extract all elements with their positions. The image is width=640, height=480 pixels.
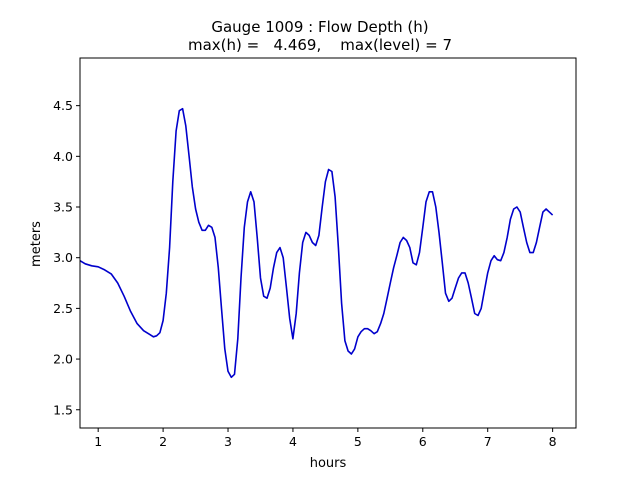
plot-frame xyxy=(79,57,577,429)
x-axis-ticks: 1 2 3 4 5 6 7 8 xyxy=(94,428,557,449)
y-axis-ticks: 1.5 2.0 2.5 3.0 3.5 4.0 4.5 xyxy=(53,98,80,417)
plot-area xyxy=(79,107,554,379)
x-tick-label: 3 xyxy=(224,434,232,449)
x-tick-label: 2 xyxy=(159,434,167,449)
x-axis-label: hours xyxy=(310,456,347,471)
y-tick-label: 4.0 xyxy=(53,149,73,164)
chart-title-line1: Gauge 1009 : Flow Depth (h) xyxy=(211,18,428,36)
x-tick-label: 8 xyxy=(549,434,557,449)
y-tick-label: 2.5 xyxy=(53,301,73,316)
y-axis-label: meters xyxy=(29,221,44,267)
y-tick-label: 3.0 xyxy=(53,250,73,265)
series-line-0 xyxy=(79,107,554,379)
y-tick-label: 4.5 xyxy=(53,98,73,113)
y-tick-label: 3.5 xyxy=(53,200,73,215)
y-tick-label: 1.5 xyxy=(53,402,73,417)
x-tick-label: 7 xyxy=(484,434,492,449)
x-tick-label: 1 xyxy=(94,434,102,449)
x-tick-label: 4 xyxy=(289,434,297,449)
x-tick-label: 5 xyxy=(354,434,362,449)
x-tick-label: 6 xyxy=(419,434,427,449)
y-tick-label: 2.0 xyxy=(53,352,73,367)
chart-title-line2: max(h) = 4.469, max(level) = 7 xyxy=(188,36,452,54)
